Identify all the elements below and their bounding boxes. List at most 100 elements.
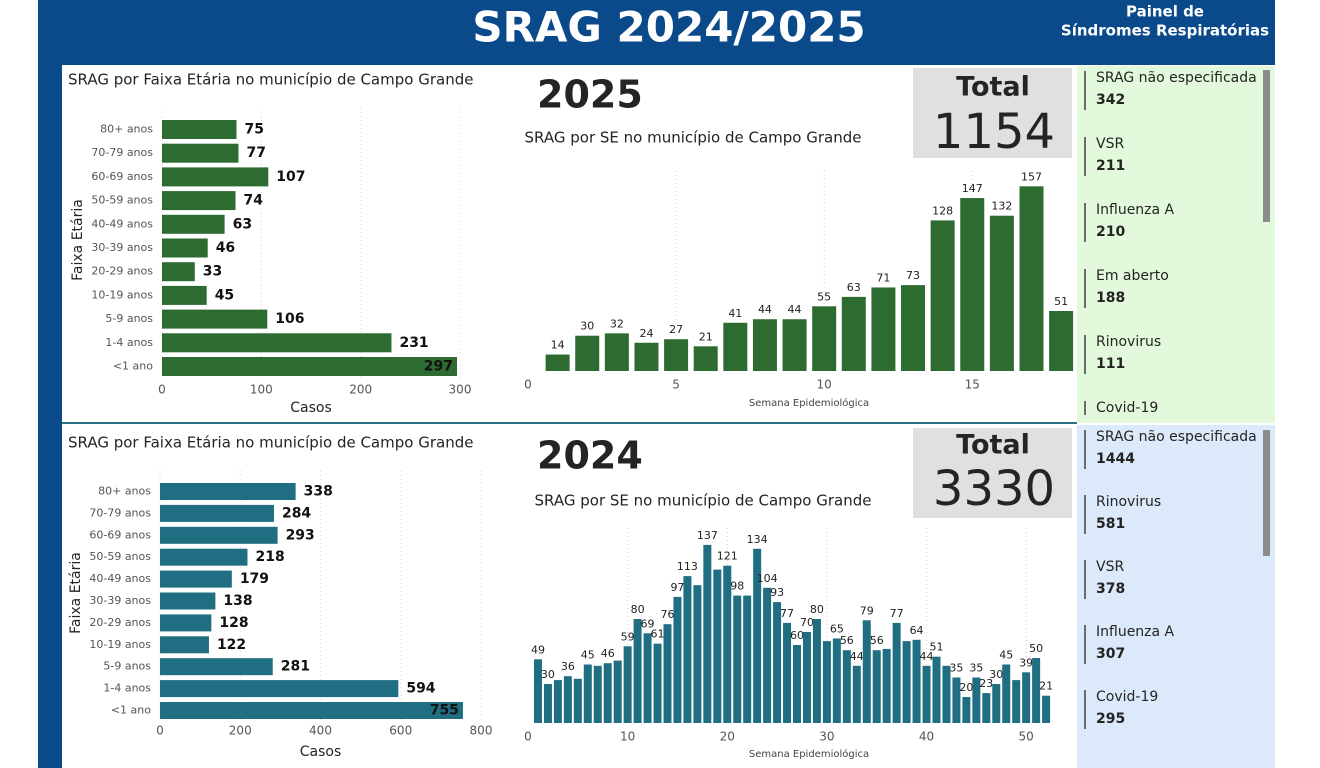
bar xyxy=(160,483,296,500)
data-label: 77 xyxy=(780,607,794,620)
data-label: 138 xyxy=(223,593,252,609)
list-value: 342 xyxy=(1096,92,1125,108)
bar xyxy=(162,167,269,187)
total-label: Total xyxy=(956,72,1030,103)
bar xyxy=(743,595,752,723)
data-label: 55 xyxy=(817,290,831,303)
bar xyxy=(160,548,248,566)
bar xyxy=(162,262,195,282)
data-label: 106 xyxy=(275,311,304,327)
bar xyxy=(160,504,274,522)
bar xyxy=(575,335,600,371)
bar xyxy=(553,680,562,723)
list-value: 210 xyxy=(1096,224,1125,240)
data-label: 122 xyxy=(217,637,246,653)
x-tick-label: 40 xyxy=(919,730,934,744)
data-label: 44 xyxy=(850,650,864,663)
bar xyxy=(989,215,1014,371)
bar xyxy=(930,220,955,371)
bar xyxy=(573,678,582,723)
data-label: 137 xyxy=(697,529,718,542)
data-label: 157 xyxy=(1021,170,1042,183)
bar xyxy=(960,198,985,371)
bar xyxy=(162,191,236,211)
data-label: 30 xyxy=(580,320,594,333)
chart-title: SRAG por SE no município de Campo Grande xyxy=(525,129,862,147)
data-label: 218 xyxy=(255,549,284,565)
data-label: 46 xyxy=(601,647,615,660)
bar xyxy=(160,680,399,698)
data-label: 69 xyxy=(641,617,655,630)
data-label: 32 xyxy=(610,317,624,330)
y-tick-label: 10-19 anos xyxy=(89,638,151,651)
data-label: 44 xyxy=(758,303,772,316)
list-value: 211 xyxy=(1096,158,1125,174)
data-label: 51 xyxy=(1054,295,1068,308)
bar xyxy=(852,665,861,723)
bar xyxy=(832,638,841,723)
x-tick-label: 20 xyxy=(720,730,735,744)
data-label: 51 xyxy=(929,641,943,654)
chart-title: SRAG por Faixa Etária no município de Ca… xyxy=(68,434,473,452)
bar xyxy=(1002,664,1011,723)
header-band xyxy=(38,0,1275,65)
x-tick-label: 30 xyxy=(819,730,834,744)
list-name: Influenza A xyxy=(1096,624,1175,640)
y-tick-label: 60-69 anos xyxy=(89,528,151,541)
bar xyxy=(703,544,712,723)
data-label: 77 xyxy=(246,145,265,161)
data-label: 93 xyxy=(770,586,784,599)
data-label: 77 xyxy=(890,607,904,620)
data-label: 284 xyxy=(282,505,311,521)
bar xyxy=(972,677,981,723)
data-label: 35 xyxy=(949,662,963,675)
bar xyxy=(1042,695,1051,723)
x-tick-label: 300 xyxy=(449,383,472,397)
data-label: 338 xyxy=(304,484,333,500)
bar xyxy=(634,342,659,371)
list-name: Influenza A xyxy=(1096,202,1175,218)
bar xyxy=(673,596,682,723)
data-label: 134 xyxy=(747,533,768,546)
total-label: Total xyxy=(956,430,1030,461)
bar xyxy=(603,663,612,723)
x-tick-label: 5 xyxy=(672,378,680,392)
bar xyxy=(872,650,881,723)
year-heading: 2025 xyxy=(537,73,643,117)
bar xyxy=(664,339,689,371)
y-tick-label: 50-59 anos xyxy=(91,194,153,207)
bar xyxy=(162,357,458,376)
bar xyxy=(782,319,807,371)
data-label: 20 xyxy=(959,681,973,694)
y-tick-label: 10-19 anos xyxy=(91,288,153,301)
bar xyxy=(992,684,1001,723)
data-label: 23 xyxy=(979,677,993,690)
data-label: 128 xyxy=(932,204,953,217)
bar xyxy=(160,614,212,632)
scrollbar xyxy=(1263,430,1270,556)
y-tick-label: 20-29 anos xyxy=(89,616,151,629)
bar xyxy=(613,660,622,723)
y-tick-label: 30-39 anos xyxy=(91,241,153,254)
bar xyxy=(723,565,732,723)
list-name: SRAG não especificada xyxy=(1096,429,1257,445)
list-panel xyxy=(1077,66,1275,423)
data-label: 63 xyxy=(847,281,861,294)
data-label: 755 xyxy=(430,703,459,719)
bar xyxy=(643,633,652,723)
scrollbar xyxy=(1263,70,1270,222)
data-label: 50 xyxy=(1029,642,1043,655)
list-value: 307 xyxy=(1096,646,1125,662)
bar xyxy=(1032,658,1041,723)
y-tick-label: 70-79 anos xyxy=(91,146,153,159)
data-label: 27 xyxy=(669,323,683,336)
data-label: 65 xyxy=(830,623,844,636)
y-axis-label: Faixa Etária xyxy=(68,552,84,634)
bar xyxy=(653,643,662,723)
x-tick-label: 600 xyxy=(389,724,412,738)
bar xyxy=(633,619,642,723)
chart-title: SRAG por Faixa Etária no município de Ca… xyxy=(68,71,473,89)
y-tick-label: <1 ano xyxy=(111,704,151,717)
data-label: 71 xyxy=(876,271,890,284)
bar xyxy=(982,693,991,723)
